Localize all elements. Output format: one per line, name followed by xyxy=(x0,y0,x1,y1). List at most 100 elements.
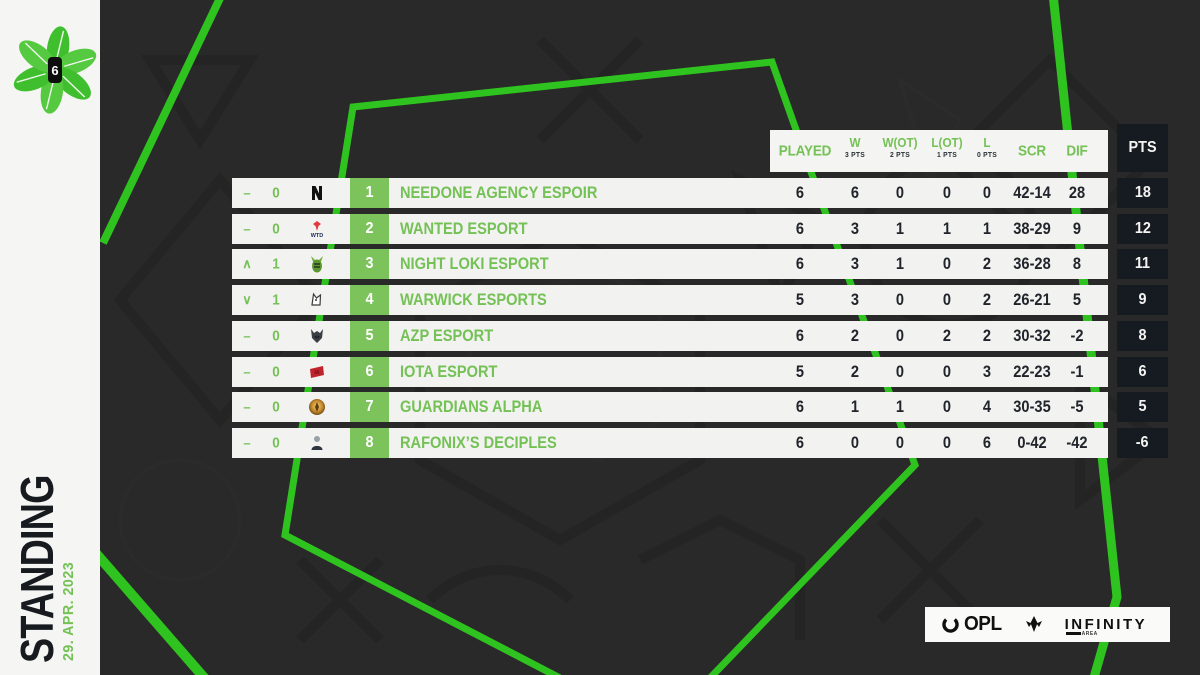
stat-dif: 8 xyxy=(1072,254,1082,273)
stat-l: 4 xyxy=(982,397,992,416)
infinity-sub-label: AREA xyxy=(1065,630,1098,637)
header-w-sub: 3 PTS xyxy=(844,150,866,159)
stat-scr: 0-42 xyxy=(1017,433,1047,452)
team-name: IOTA ESPORT xyxy=(400,362,498,381)
stat-w: 3 xyxy=(850,290,860,309)
stat-lot: 0 xyxy=(942,290,952,309)
header-played: PLAYED xyxy=(778,142,832,160)
points-cell: 11 xyxy=(1117,249,1168,279)
points-cell: 8 xyxy=(1117,321,1168,351)
movement-count: 0 xyxy=(272,184,280,202)
infinity-sub-text: AREA xyxy=(1081,630,1098,637)
stat-played: 6 xyxy=(795,183,805,202)
movement-same-icon: – xyxy=(243,185,251,201)
table-row: – 0 8 RAFONIX’S DECIPLES 6 0 0 0 6 0-42 … xyxy=(232,428,1108,458)
rank-number: 3 xyxy=(365,255,374,272)
movement-same-icon: – xyxy=(243,221,251,237)
stat-wot: 0 xyxy=(895,290,905,309)
table-row: – 0 IA 6 IOTA ESPORT 5 2 0 0 3 22-23 -1 xyxy=(232,357,1108,387)
stat-l: 1 xyxy=(982,219,992,238)
opl-logo: OPL xyxy=(941,613,1003,636)
points-value: 5 xyxy=(1138,398,1147,415)
stat-w: 2 xyxy=(850,326,860,345)
movement-count: 1 xyxy=(272,255,280,273)
points-cell: 12 xyxy=(1117,214,1168,244)
movement-count: 1 xyxy=(272,291,280,309)
team-logo-iota-esport: IA xyxy=(307,362,327,382)
team-logo-warwick-esports xyxy=(307,290,327,310)
table-row: – 0 7 GUARDIANS ALPHA 6 1 1 0 4 xyxy=(232,392,1108,422)
page-date: 29. APR. 2023 xyxy=(60,561,77,661)
header-l-label: L xyxy=(983,135,991,150)
stat-wot: 0 xyxy=(895,326,905,345)
opl-wordmark: OPL xyxy=(963,613,1002,635)
infinity-underline xyxy=(1065,632,1081,635)
stat-dif: -1 xyxy=(1070,362,1084,381)
stat-lot: 0 xyxy=(942,183,952,202)
points-cell: -6 xyxy=(1117,428,1168,458)
stat-scr: 30-35 xyxy=(1013,397,1051,416)
rank-number: 5 xyxy=(365,327,374,344)
left-panel: 6 STANDING 29. APR. 2023 xyxy=(0,0,100,675)
stat-dif: 5 xyxy=(1072,290,1082,309)
stat-dif: 9 xyxy=(1072,219,1082,238)
rank-number: 8 xyxy=(365,434,374,451)
stat-w: 0 xyxy=(850,433,860,452)
team-name: NEEDONE AGENCY ESPOIR xyxy=(400,183,598,202)
movement-same-icon: – xyxy=(243,399,251,415)
infinity-wordmark: INFINITY xyxy=(1064,615,1148,633)
table-row: – 0 1 NEEDONE AGENCY ESPOIR 6 6 0 0 0 42… xyxy=(232,178,1108,208)
team-logo-rafonix-deciples xyxy=(307,433,327,453)
rank-number: 1 xyxy=(365,184,374,201)
stat-lot: 1 xyxy=(942,219,952,238)
team-name: AZP ESPORT xyxy=(400,326,494,345)
rank-badge: 3 xyxy=(350,249,389,279)
stat-l: 2 xyxy=(982,290,992,309)
header-w: W 3 PTS xyxy=(845,136,865,160)
stat-wot: 1 xyxy=(895,397,905,416)
movement-same-icon: – xyxy=(243,435,251,451)
points-value: 9 xyxy=(1138,291,1147,308)
header-lot-label: L(OT) xyxy=(931,135,963,150)
stat-w: 6 xyxy=(850,183,860,202)
stat-played: 6 xyxy=(795,254,805,273)
movement-count: 0 xyxy=(272,327,280,345)
rank-badge: 6 xyxy=(350,357,389,387)
points-cell: 9 xyxy=(1117,285,1168,315)
table-row: – 0 5 AZP ESPORT 6 2 0 2 2 30-32 -2 xyxy=(232,321,1108,351)
header-w-label: W xyxy=(849,135,861,150)
league-emblem-icon xyxy=(1025,615,1042,632)
stat-l: 0 xyxy=(982,183,992,202)
stat-l: 2 xyxy=(982,326,992,345)
opl-ring-icon xyxy=(942,616,959,633)
movement-count: 0 xyxy=(272,398,280,416)
stat-played: 5 xyxy=(795,290,805,309)
header-pts: PTS xyxy=(1117,124,1168,172)
stat-dif: -42 xyxy=(1066,433,1088,452)
stat-scr: 22-23 xyxy=(1013,362,1051,381)
header-dif: DIF xyxy=(1066,142,1088,160)
team-logo-guardians-alpha xyxy=(307,397,327,417)
header-wot-sub: 2 PTS xyxy=(889,150,911,159)
movement-same-icon: – xyxy=(243,328,251,344)
points-value: 12 xyxy=(1134,220,1151,237)
stat-wot: 1 xyxy=(895,254,905,273)
stat-scr: 38-29 xyxy=(1013,219,1051,238)
stat-played: 6 xyxy=(795,433,805,452)
rank-number: 7 xyxy=(365,398,374,415)
table-row: – 0 WTD 2 WANTED ESPORT 6 3 1 1 1 38-29 … xyxy=(232,214,1108,244)
stat-w: 3 xyxy=(850,254,860,273)
stat-lot: 0 xyxy=(942,397,952,416)
points-value: -6 xyxy=(1136,434,1149,451)
movement-count: 0 xyxy=(272,434,280,452)
stat-dif: 28 xyxy=(1068,183,1086,202)
movement-down-icon: ∨ xyxy=(242,292,252,307)
stat-wot: 1 xyxy=(895,219,905,238)
team-logo-azp-esport xyxy=(307,326,327,346)
stat-l: 2 xyxy=(982,254,992,273)
rank-number: 6 xyxy=(365,363,374,380)
points-value: 6 xyxy=(1138,363,1147,380)
rank-number: 2 xyxy=(365,220,374,237)
